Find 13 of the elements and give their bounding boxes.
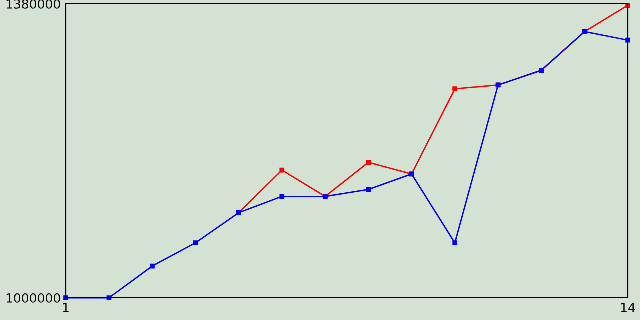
point xyxy=(452,86,458,92)
point xyxy=(64,296,68,300)
y-tick-label: 1000000 xyxy=(6,293,60,303)
point xyxy=(280,194,285,200)
point xyxy=(452,240,458,246)
point xyxy=(626,38,630,43)
point xyxy=(193,240,198,246)
point xyxy=(366,160,372,166)
point xyxy=(280,168,285,173)
x-tick-label: 1 xyxy=(63,303,69,312)
point xyxy=(150,264,155,269)
x-tick-label: 14 xyxy=(621,303,636,312)
point xyxy=(366,187,372,192)
